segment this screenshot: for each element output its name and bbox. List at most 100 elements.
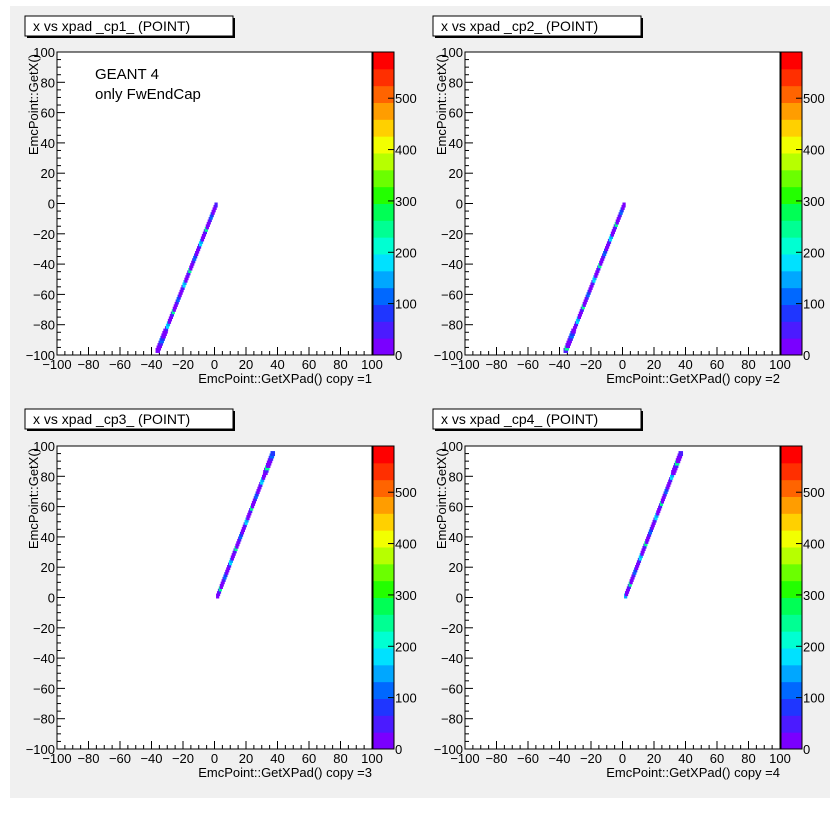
chart-title: x vs xpad _cp1_ (POINT) xyxy=(33,18,190,34)
z-tick-label: 100 xyxy=(395,297,417,312)
color-scale-segment xyxy=(781,52,802,70)
z-tick-label: 500 xyxy=(395,91,417,106)
y-axis-title: EmcPoint::GetX() xyxy=(434,448,449,549)
z-tick-label: 500 xyxy=(803,485,825,500)
y-tick-label: 0 xyxy=(456,197,463,212)
z-tick-label: 500 xyxy=(395,485,417,500)
color-scale-segment xyxy=(373,664,394,683)
x-tick-label: −100 xyxy=(42,357,71,372)
x-tick-label: 60 xyxy=(302,357,316,372)
color-scale-segment xyxy=(373,136,394,154)
z-tick-label: 0 xyxy=(395,348,402,363)
y-tick-label: −60 xyxy=(441,681,463,696)
color-scale-segment xyxy=(781,732,802,750)
y-tick-label: 60 xyxy=(449,500,463,515)
y-tick-label: 100 xyxy=(33,45,55,60)
y-tick-label: 40 xyxy=(41,136,55,151)
title-box xyxy=(24,15,234,37)
title-box xyxy=(24,408,234,430)
y-tick-label: −100 xyxy=(26,742,55,757)
x-tick-label: −60 xyxy=(109,751,131,766)
color-scale-segment xyxy=(781,715,802,733)
z-tick-label: 400 xyxy=(803,143,825,158)
plot-frame xyxy=(464,445,781,750)
color-scale-segment xyxy=(781,220,802,238)
x-tick-label: 60 xyxy=(710,357,724,372)
pad-3: x vs xpad _cp3_ (POINT) −100 −80 −60 −40 −20 0… xyxy=(24,408,417,780)
color-scale-frame xyxy=(780,445,803,750)
x-tick-label: 40 xyxy=(270,751,284,766)
color-scale-segment xyxy=(781,102,802,120)
z-tick-label: 200 xyxy=(803,245,825,260)
z-tick-label: 0 xyxy=(803,348,810,363)
x-tick-label: −40 xyxy=(140,357,162,372)
x-tick-label: 0 xyxy=(211,357,218,372)
color-scale-segment xyxy=(373,304,394,322)
color-scale-segment xyxy=(781,563,802,582)
color-scale-segment xyxy=(781,304,802,322)
z-tick-label: 0 xyxy=(395,742,402,757)
x-tick-label: 0 xyxy=(619,751,626,766)
color-scale-segment xyxy=(373,169,394,188)
z-tick-label: 100 xyxy=(395,691,417,706)
y-tick-label: 40 xyxy=(449,136,463,151)
color-scale-segment xyxy=(781,203,802,221)
x-tick-label: 100 xyxy=(361,751,383,766)
color-scale-segment xyxy=(781,186,802,204)
color-scale-segment xyxy=(373,446,394,464)
y-tick-label: −80 xyxy=(33,712,55,727)
y-tick-label: 0 xyxy=(456,591,463,606)
color-scale-segment xyxy=(781,270,802,289)
x-tick-label: −20 xyxy=(172,357,194,372)
color-scale-segment xyxy=(781,597,802,615)
y-tick-label: −80 xyxy=(33,318,55,333)
y-tick-label: −40 xyxy=(33,257,55,272)
z-tick-label: 500 xyxy=(803,91,825,106)
color-scale-segment xyxy=(781,496,802,514)
pad-4: x vs xpad _cp4_ (POINT) −100 −80 −60 −40 −20 0… xyxy=(432,408,825,780)
x-tick-label: −60 xyxy=(109,357,131,372)
x-tick-label: 20 xyxy=(647,357,661,372)
color-scale-segment xyxy=(781,648,802,666)
x-tick-label: 80 xyxy=(333,751,347,766)
z-tick-label: 0 xyxy=(803,742,810,757)
y-tick-label: 40 xyxy=(41,530,55,545)
color-scale-segment xyxy=(781,338,802,356)
color-scale-segment xyxy=(373,203,394,221)
x-tick-label: −40 xyxy=(140,751,162,766)
z-tick-label: 100 xyxy=(803,691,825,706)
x-tick-label: −80 xyxy=(485,357,507,372)
color-scale-segment xyxy=(781,321,802,339)
title-box xyxy=(432,408,642,430)
color-scale-segment xyxy=(781,237,802,255)
color-scale-segment xyxy=(781,68,802,87)
pad-2: x vs xpad _cp2_ (POINT) −100 −80 −60 −40 −20 0… xyxy=(432,15,825,386)
y-tick-label: −100 xyxy=(434,742,463,757)
color-scale-segment xyxy=(373,681,394,699)
y-tick-label: 0 xyxy=(48,197,55,212)
x-tick-label: 0 xyxy=(211,751,218,766)
color-scale-segment xyxy=(373,715,394,733)
x-tick-label: −60 xyxy=(517,751,539,766)
y-tick-label: 20 xyxy=(41,560,55,575)
color-scale-segment xyxy=(781,446,802,464)
y-tick-label: −20 xyxy=(33,227,55,242)
color-scale-segment xyxy=(373,597,394,615)
annotation-text: only FwEndCap xyxy=(95,86,201,103)
x-tick-label: −80 xyxy=(77,357,99,372)
x-tick-label: 100 xyxy=(769,357,791,372)
x-tick-label: 80 xyxy=(741,751,755,766)
color-scale-segment xyxy=(781,631,802,649)
color-scale-frame xyxy=(372,51,395,356)
color-scale-segment xyxy=(373,513,394,531)
pad-1: x vs xpad _cp1_ (POINT) −100 −80 −60 −40 −20 0… xyxy=(24,15,417,386)
color-scale-frame xyxy=(780,51,803,356)
y-tick-label: 60 xyxy=(41,106,55,121)
color-scale-segment xyxy=(373,462,394,481)
color-scale-segment xyxy=(373,732,394,750)
z-tick-label: 300 xyxy=(803,588,825,603)
x-axis-title: EmcPoint::GetXPad() copy =3 xyxy=(198,765,372,780)
title-box xyxy=(432,15,642,37)
color-scale-segment xyxy=(373,85,394,103)
